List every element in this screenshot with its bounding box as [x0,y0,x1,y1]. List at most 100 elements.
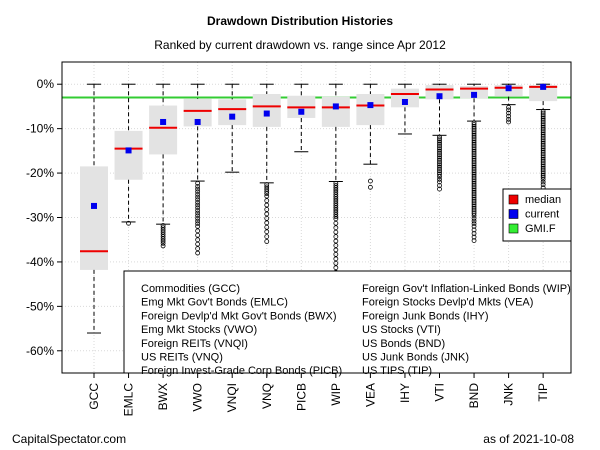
outlier-point [471,202,477,208]
outlier-point [437,157,442,163]
outlier-point [540,156,546,162]
outlier-point [160,231,166,237]
chart-title: Drawdown Distribution Histories [206,14,393,28]
outlier-point [437,147,442,152]
outlier-point [195,221,201,227]
x-tick-label: WIP [329,383,343,406]
outlier-point [160,229,166,235]
outlier-point [540,176,546,182]
outlier-point [540,158,546,164]
box-BND [460,83,489,244]
outlier-point [506,110,512,116]
outlier-point [195,197,201,203]
outlier-point [333,205,339,211]
outlier-point [264,207,270,212]
outlier-point [264,229,270,235]
outlier-point [160,234,166,240]
outlier-point [540,171,546,176]
outlier-point [471,145,477,151]
outlier-point [540,121,546,127]
outlier-point [437,141,442,147]
outlier-point [540,148,546,153]
outlier-point [471,180,477,186]
current-marker [91,202,97,209]
current-marker [298,108,305,115]
outlier-point [471,154,477,160]
outlier-point [437,145,442,151]
outlier-point [471,164,477,170]
fund-key-box [123,270,572,374]
outlier-point [333,225,339,231]
fund-key-item: Commodities (GCC) [141,283,240,295]
outlier-point [471,152,477,158]
outlier-point [160,225,166,231]
box-VTI [425,83,454,192]
outlier-point [195,250,201,256]
outlier-point [471,140,477,145]
outlier-point [471,238,477,244]
y-tick-label: -30% [26,211,54,225]
x-tick-label: IHY [398,383,412,403]
outlier-point [333,265,339,271]
outlier-point [195,246,201,252]
box-iqr [114,130,143,180]
outlier-point [471,198,477,204]
fund-key-item: Foreign Devlp'd Mkt Gov't Bonds (BWX) [141,310,337,322]
legend-swatch [508,223,519,234]
outlier-point [540,179,546,185]
x-tick-label: VNQI [225,383,239,412]
outlier-point [540,133,546,139]
outlier-point [540,130,546,136]
outlier-point [471,143,477,149]
outlier-point [333,185,339,191]
outlier-point [506,119,512,125]
box-iqr [80,166,108,270]
outlier-point [471,200,477,206]
outlier-point [540,142,546,148]
outlier-point [471,173,477,179]
outlier-point [471,161,477,167]
outlier-point [333,220,339,226]
x-tick-label: VNQ [260,383,274,409]
outlier-point [540,112,546,118]
outlier-point [333,203,339,208]
current-marker [540,83,547,90]
box-GCC [80,83,108,334]
outlier-point [506,104,512,110]
outlier-point [540,182,546,188]
outlier-point [264,188,270,194]
outlier-point [540,114,546,120]
outlier-point [506,113,512,119]
x-tick-label: BND [467,383,481,409]
outlier-point [471,163,477,168]
outlier-point [437,156,442,161]
outlier-point [333,187,339,193]
legend-label: current [525,209,559,221]
fund-key-item: Emg Mkt Stocks (VWO) [141,324,257,336]
outlier-point [160,223,166,228]
outlier-point [471,211,477,216]
outlier-point [160,243,166,249]
outlier-point [471,195,477,200]
outlier-point [471,184,477,190]
outlier-point [333,200,339,206]
current-marker [332,103,339,110]
outlier-point [540,123,546,128]
box-TIP [529,83,558,191]
outlier-point [540,155,546,160]
outlier-point [471,231,477,236]
outlier-point [264,202,270,208]
outlier-point [264,182,270,188]
outlier-point [437,161,442,167]
outlier-point [333,234,339,240]
y-tick-label: -10% [26,122,54,136]
outlier-point [264,215,270,221]
outlier-point [471,177,477,183]
box-VNQ [252,83,281,244]
outlier-point [437,176,442,182]
outlier-point [540,119,546,125]
outlier-point [437,168,442,174]
outlier-point [333,243,339,248]
outlier-point [333,189,339,195]
